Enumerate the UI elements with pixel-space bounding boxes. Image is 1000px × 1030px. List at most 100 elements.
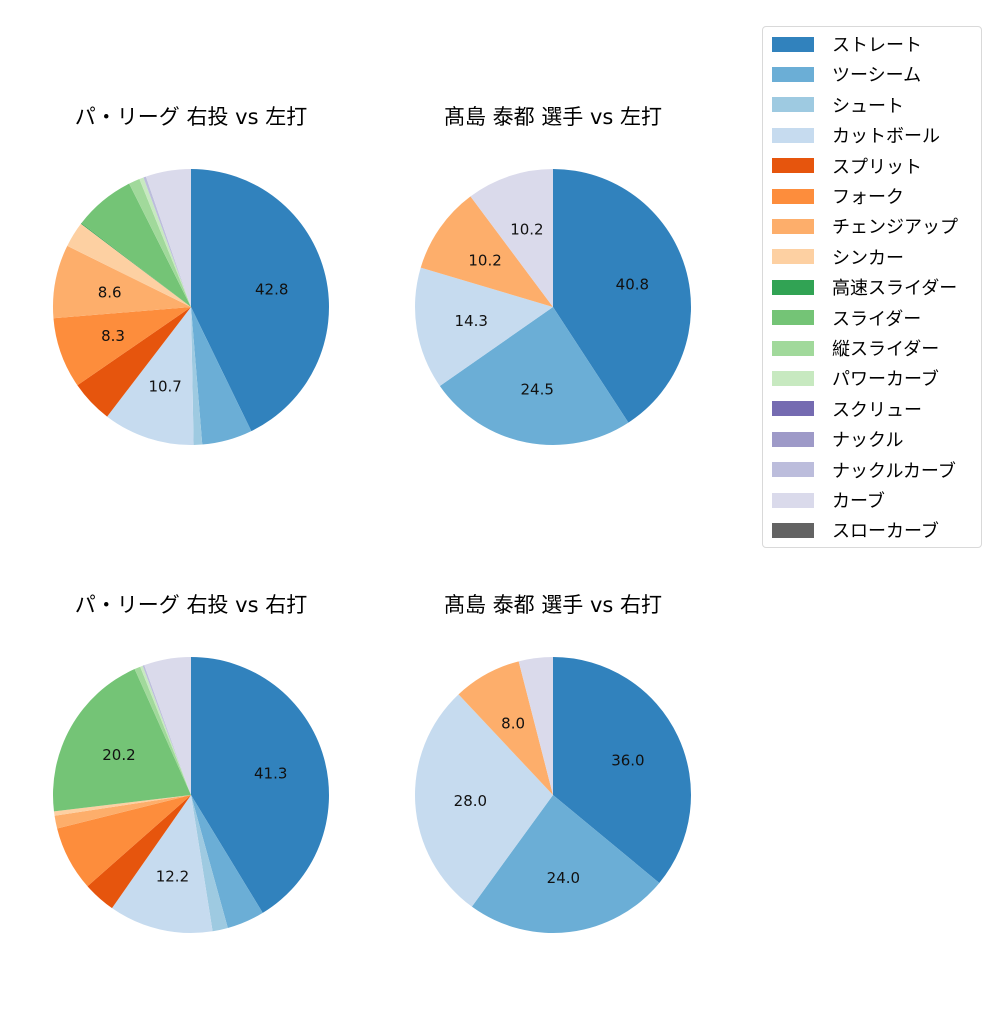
slice-value-label: 24.0 [547, 869, 580, 887]
legend-swatch [772, 279, 814, 295]
pie-slice [139, 177, 191, 307]
pie-slice [53, 795, 191, 816]
legend-item: パワーカーブ [772, 367, 939, 390]
legend-label: ナックル [832, 430, 904, 452]
pie-slice [134, 666, 191, 795]
pie-slice [553, 169, 691, 423]
pie-slice [57, 795, 191, 887]
pie-slice [53, 245, 191, 319]
pie-slice [458, 661, 553, 795]
legend-label: 縦スライダー [832, 339, 940, 360]
slice-value-label: 10.7 [148, 378, 181, 396]
pie-slice [112, 795, 213, 933]
legend-item: スローカーブ [772, 519, 939, 543]
pie-slice [439, 307, 629, 445]
legend-label: スライダー [832, 308, 922, 330]
slice-value-label: 14.3 [455, 312, 488, 330]
pie-chart: 36.0 24.0 28.0 8.0 [415, 657, 691, 933]
legend-item: スライダー [772, 307, 922, 330]
legend-item: ナックルカーブ [772, 459, 956, 482]
pie-slice [420, 196, 553, 307]
legend-swatch [772, 218, 814, 234]
legend-label: スクリュー [832, 399, 922, 421]
pie-slice [129, 179, 191, 307]
panel-title: 髙島 泰都 選手 vs 右打 [443, 593, 663, 617]
legend-label: ストレート [832, 35, 922, 56]
legend-item: カーブ [772, 489, 885, 512]
slice-value-label: 41.3 [254, 765, 287, 783]
pie-slice [191, 307, 252, 445]
pie-slice [415, 694, 553, 907]
legend-swatch [772, 370, 814, 386]
legend-label: スプリット [832, 156, 922, 178]
pie-slice [81, 183, 191, 307]
legend-item: フォーク [772, 185, 904, 208]
legend-swatch [772, 158, 814, 174]
pie-slice [191, 657, 329, 913]
legend-item: ナックル [772, 428, 904, 452]
slice-value-label: 28.0 [454, 792, 487, 810]
legend-swatch [772, 462, 814, 478]
slice-value-label: 10.2 [510, 220, 543, 238]
slice-value-label: 36.0 [611, 752, 644, 770]
legend-swatch [772, 66, 814, 82]
legend-item: 高速スライダー [772, 276, 958, 300]
legend-label: フォーク [832, 187, 904, 208]
pie-slice [415, 267, 553, 386]
panel-title: パ・リーグ 右投 vs 左打 [74, 105, 308, 129]
chart-panel-league-vs-right: パ・リーグ 右投 vs 右打 41.3 12.2 20.2 [11, 590, 371, 1030]
legend-label: カーブ [832, 491, 885, 512]
pie-slice [143, 176, 191, 307]
pie-slice [191, 307, 203, 445]
legend-label: スローカーブ [832, 521, 939, 543]
slice-value-label: 24.5 [521, 380, 554, 398]
legend-swatch [772, 97, 814, 113]
pie-slice [553, 657, 691, 883]
pie-chart: 41.3 12.2 20.2 [53, 657, 329, 933]
legend-item: ストレート [772, 33, 922, 56]
legend-swatch [772, 431, 814, 447]
legend-item: シュート [772, 94, 904, 117]
panel-title: 髙島 泰都 選手 vs 左打 [443, 105, 663, 129]
legend-label: シュート [832, 95, 904, 117]
pie-slice [144, 657, 191, 795]
legend-item: シンカー [772, 246, 904, 269]
legend-label: カットボール [832, 126, 940, 148]
legend-label: チェンジアップ [832, 217, 958, 239]
legend-swatch [772, 310, 814, 326]
legend-swatch [772, 188, 814, 204]
chart-panel-league-vs-left: パ・リーグ 右投 vs 左打 42.8 10.7 8.3 8.6 [11, 102, 371, 542]
slice-value-label: 12.2 [156, 868, 189, 886]
legend-swatch [772, 340, 814, 356]
pie-slice [140, 665, 191, 795]
legend-label: ツーシーム [832, 65, 922, 87]
slice-value-label: 8.0 [501, 714, 525, 732]
pie-slice [107, 307, 194, 445]
legend-swatch [772, 522, 814, 538]
legend-swatch [772, 36, 814, 52]
legend-label: 高速スライダー [832, 278, 958, 300]
legend-swatch [772, 127, 814, 143]
legend-label: ナックルカーブ [832, 460, 956, 482]
chart-panel-player-vs-left: 髙島 泰都 選手 vs 左打 40.8 24.5 14.3 10.2 10.2 [373, 102, 733, 542]
legend-item: ツーシーム [772, 63, 922, 87]
pie-slice [191, 795, 263, 928]
legend-item: スプリット [772, 155, 922, 178]
pie-slice [53, 307, 192, 386]
legend-swatch [772, 401, 814, 417]
pie-slice [53, 669, 191, 812]
slice-value-label: 20.2 [102, 746, 135, 764]
pie-slice [470, 169, 553, 307]
slice-value-label: 8.3 [101, 327, 125, 345]
pie-slice [80, 223, 191, 307]
legend-label: シンカー [832, 247, 904, 269]
pie-slice [145, 169, 191, 307]
legend-swatch [772, 249, 814, 265]
pie-slice [87, 795, 191, 909]
panel-title: パ・リーグ 右投 vs 右打 [74, 593, 308, 617]
slice-value-label: 40.8 [616, 275, 649, 293]
legend-item: 縦スライダー [772, 337, 940, 360]
slice-value-label: 42.8 [255, 280, 288, 298]
legend: ストレートツーシームシュートカットボール スプリットフォークチェンジアップ シンカー… [762, 26, 982, 548]
pie-slice [77, 307, 191, 417]
